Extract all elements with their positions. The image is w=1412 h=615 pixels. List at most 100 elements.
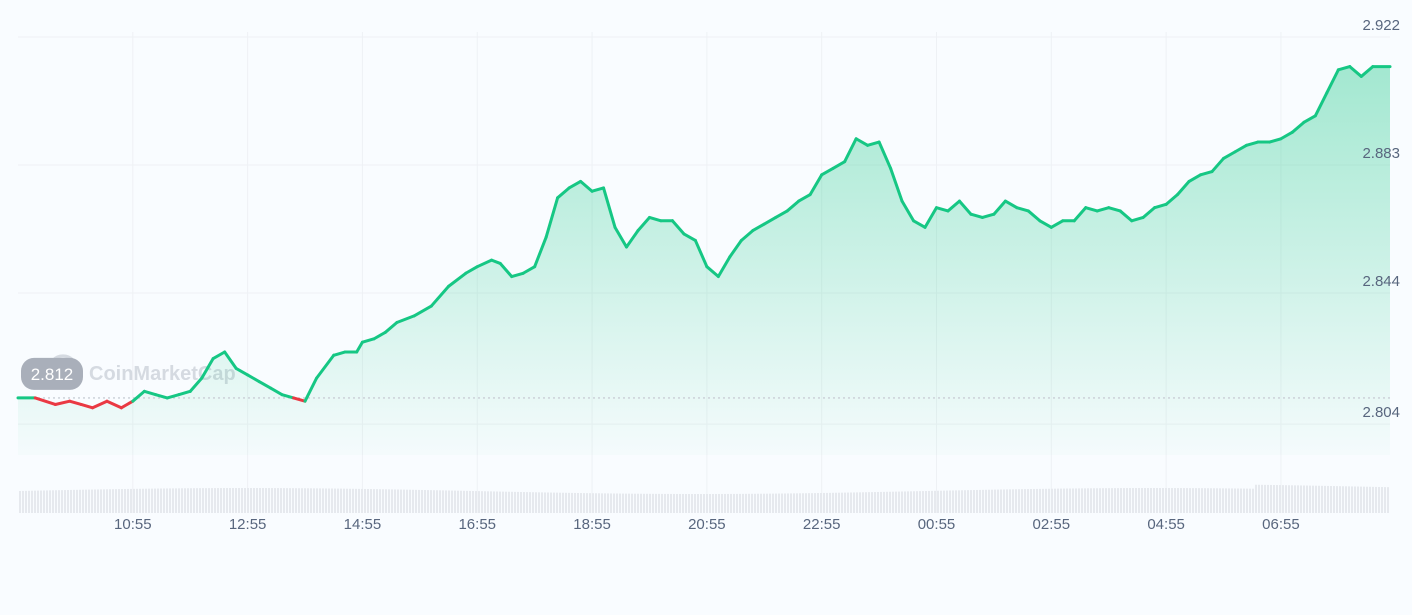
volume-bar — [1129, 488, 1131, 513]
x-tick-label: 22:55 — [803, 516, 841, 533]
volume-bar — [100, 489, 102, 513]
volume-bar — [571, 493, 573, 513]
volume-bar — [1288, 485, 1290, 513]
volume-bar — [526, 492, 528, 513]
volume-bar — [1159, 488, 1161, 513]
volume-bar — [583, 493, 585, 513]
volume-bar — [1198, 488, 1200, 513]
volume-bars — [19, 485, 1389, 513]
volume-bar — [214, 488, 216, 513]
volume-bar — [688, 494, 690, 513]
volume-bar — [208, 488, 210, 513]
volume-bar — [598, 493, 600, 513]
volume-bar — [655, 494, 657, 513]
volume-bar — [442, 490, 444, 513]
volume-bar — [532, 492, 534, 513]
volume-bar — [79, 490, 81, 513]
volume-bar — [568, 493, 570, 513]
volume-bar — [310, 488, 312, 513]
volume-bar — [553, 493, 555, 513]
volume-bar — [1036, 489, 1038, 513]
volume-bar — [769, 494, 771, 513]
volume-bar — [355, 489, 357, 513]
volume-bar — [1006, 489, 1008, 513]
volume-bar — [1117, 488, 1119, 513]
volume-bar — [976, 490, 978, 513]
volume-bar — [991, 490, 993, 513]
volume-bar — [1165, 488, 1167, 513]
volume-bar — [661, 494, 663, 513]
volume-bar — [709, 494, 711, 513]
volume-bar — [727, 494, 729, 513]
volume-bar — [175, 488, 177, 513]
volume-bar — [901, 492, 903, 513]
volume-bar — [1060, 489, 1062, 513]
volume-bar — [694, 494, 696, 513]
volume-bar — [559, 493, 561, 513]
volume-bar — [1192, 488, 1194, 513]
volume-bar — [379, 489, 381, 513]
volume-bar — [739, 494, 741, 513]
volume-bar — [745, 494, 747, 513]
volume-bar — [544, 492, 546, 513]
volume-bar — [886, 492, 888, 513]
x-tick-label: 20:55 — [688, 516, 726, 533]
volume-bar — [1096, 488, 1098, 513]
volume-bar — [541, 492, 543, 513]
baseline-price-tag: 2.812 — [21, 358, 83, 390]
volume-bar — [334, 489, 336, 513]
volume-bar — [625, 494, 627, 513]
volume-bar — [490, 491, 492, 513]
volume-bar — [163, 488, 165, 513]
volume-bar — [697, 494, 699, 513]
volume-bar — [367, 489, 369, 513]
volume-bar — [931, 491, 933, 513]
volume-bar — [754, 494, 756, 513]
volume-bar — [952, 490, 954, 513]
volume-bar — [1093, 488, 1095, 513]
volume-bar — [1315, 486, 1317, 513]
volume-bar — [502, 492, 504, 513]
volume-bar — [1135, 488, 1137, 513]
volume-bar — [793, 493, 795, 513]
volume-bar — [385, 489, 387, 513]
volume-bar — [925, 491, 927, 513]
volume-bar — [1144, 488, 1146, 513]
volume-bar — [1252, 489, 1254, 513]
volume-bar — [445, 490, 447, 513]
volume-bar — [451, 491, 453, 513]
volume-bar — [358, 489, 360, 513]
volume-bar — [70, 490, 72, 513]
volume-bar — [700, 494, 702, 513]
volume-bar — [604, 493, 606, 513]
volume-bar — [136, 489, 138, 513]
volume-bar — [1153, 488, 1155, 513]
volume-bar — [1126, 488, 1128, 513]
volume-bar — [838, 493, 840, 513]
volume-bar — [82, 490, 84, 513]
x-tick-label: 18:55 — [573, 516, 611, 533]
volume-bar — [955, 490, 957, 513]
volume-bar — [373, 489, 375, 513]
x-tick-label: 00:55 — [918, 516, 956, 533]
volume-bar — [229, 488, 231, 513]
volume-bar — [904, 491, 906, 513]
volume-bar — [802, 493, 804, 513]
volume-bar — [676, 494, 678, 513]
volume-bar — [844, 493, 846, 513]
volume-bar — [1078, 488, 1080, 513]
volume-bar — [787, 493, 789, 513]
volume-bar — [1156, 488, 1158, 513]
volume-bar — [1312, 486, 1314, 513]
volume-bar — [112, 489, 114, 513]
volume-bar — [595, 493, 597, 513]
volume-bar — [946, 491, 948, 513]
volume-bar — [781, 494, 783, 513]
volume-bar — [499, 492, 501, 513]
volume-bar — [316, 488, 318, 513]
volume-bar — [1057, 489, 1059, 513]
volume-bar — [1108, 488, 1110, 513]
volume-bar — [913, 491, 915, 513]
